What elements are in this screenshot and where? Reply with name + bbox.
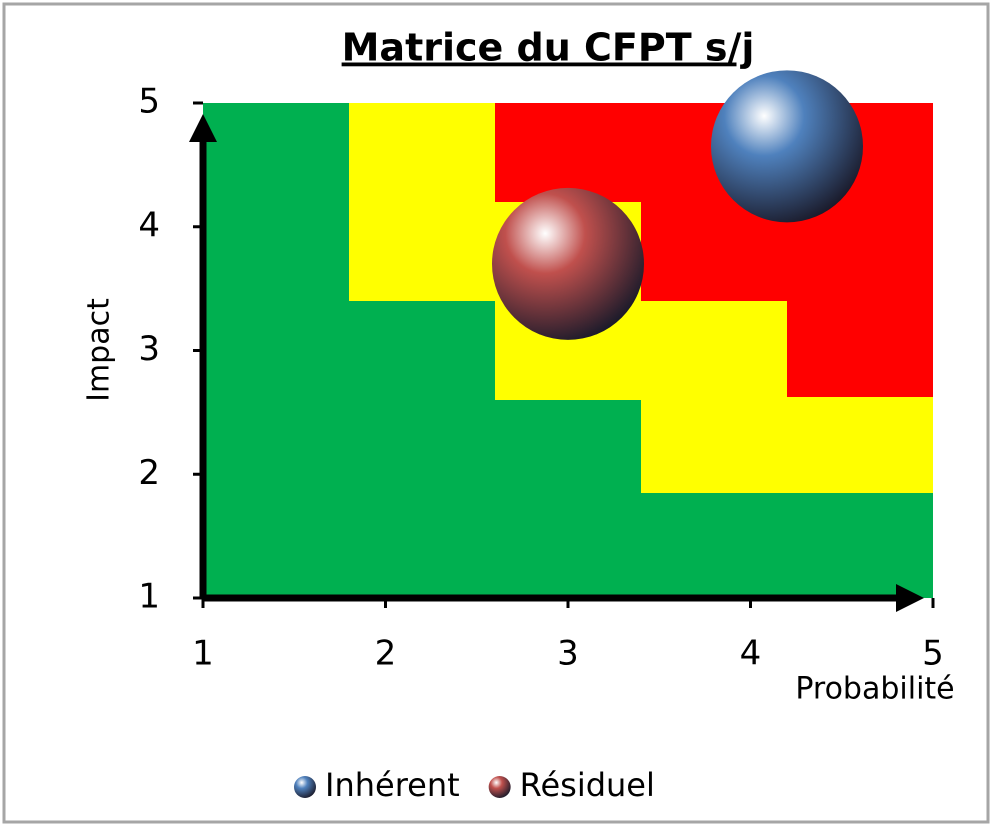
- y-tick-label: 1: [138, 577, 160, 617]
- chart: Matrice du CFPT s/j Impact Probabilité I…: [0, 0, 993, 827]
- legend-marker: [489, 776, 511, 798]
- x-tick-label: 3: [557, 634, 579, 674]
- x-tick-label: 5: [922, 634, 944, 674]
- y-axis-label: Impact: [82, 298, 117, 402]
- x-tick-label: 2: [375, 634, 397, 674]
- legend-label: Inhérent: [325, 766, 460, 804]
- bubble: [711, 70, 863, 222]
- legend-label: Résiduel: [520, 766, 655, 804]
- chart-title: Matrice du CFPT s/j: [342, 26, 755, 70]
- legend-marker: [294, 776, 316, 798]
- x-axis-label: Probabilité: [795, 672, 954, 707]
- y-tick-label: 4: [138, 205, 160, 245]
- y-tick-label: 3: [138, 329, 160, 369]
- x-tick-label: 4: [740, 634, 762, 674]
- y-tick-label: 5: [138, 82, 160, 122]
- x-tick-label: 1: [192, 634, 214, 674]
- bubble: [492, 188, 644, 340]
- y-tick-label: 2: [138, 453, 160, 493]
